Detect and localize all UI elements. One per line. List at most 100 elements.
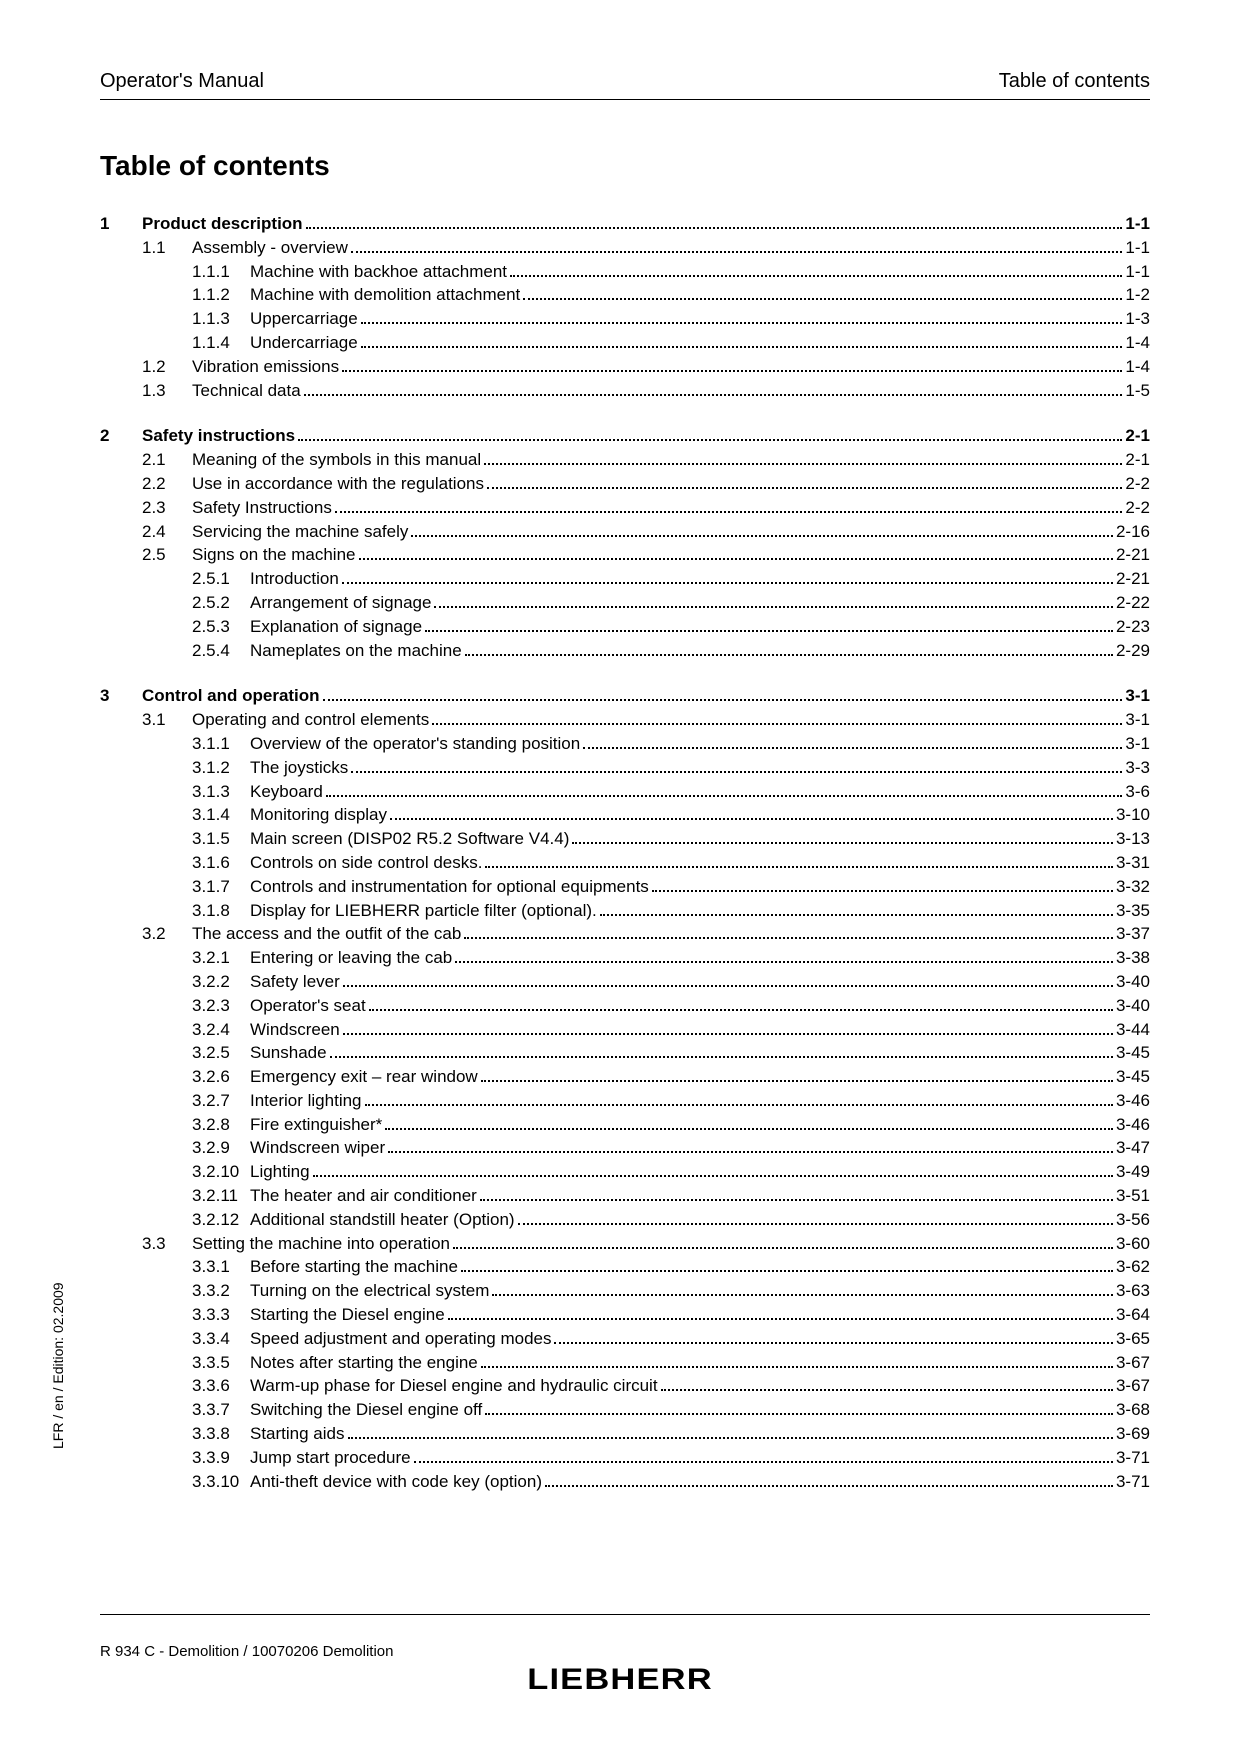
toc-section-page: 2-16: [1116, 520, 1150, 544]
leader-dots: [455, 961, 1113, 963]
toc-subsection-page: 1-3: [1125, 307, 1150, 331]
leader-dots: [492, 1294, 1113, 1296]
leader-dots: [523, 298, 1122, 300]
toc-subsection-page: 3-35: [1116, 899, 1150, 923]
toc-subsection: 3.2.3Operator's seat 3-40: [192, 994, 1150, 1018]
toc-section: 2.4Servicing the machine safely 2-16: [142, 520, 1150, 544]
toc-subsection: 3.1.6Controls on side control desks. 3-3…: [192, 851, 1150, 875]
toc-subsection-title: Operator's seat: [250, 994, 366, 1018]
toc-subsection-title: Machine with demolition attachment: [250, 283, 520, 307]
toc-subsection-title: Arrangement of signage: [250, 591, 431, 615]
brand-logo: LIEBHERR: [539, 1663, 700, 1697]
toc-subsection-page: 3-46: [1116, 1113, 1150, 1137]
toc-section-number: 2.5: [142, 543, 192, 567]
toc-section-page: 1-4: [1125, 355, 1150, 379]
toc-subsection: 3.3.10Anti-theft device with code key (o…: [192, 1470, 1150, 1494]
toc-subsection-page: 3-45: [1116, 1065, 1150, 1089]
toc-section-number: 3.1: [142, 708, 192, 732]
toc-subsection-title: Windscreen wiper: [250, 1136, 385, 1160]
toc-subsection: 1.1.2Machine with demolition attachment …: [192, 283, 1150, 307]
toc-subsection-number: 2.5.3: [192, 615, 250, 639]
leader-dots: [343, 1033, 1113, 1035]
toc-section-number: 1.1: [142, 236, 192, 260]
toc-subsection-page: 3-71: [1116, 1446, 1150, 1470]
toc-subsection-number: 1.1.4: [192, 331, 250, 355]
footer-rule: [100, 1614, 1150, 1615]
toc-section: 3.2The access and the outfit of the cab …: [142, 922, 1150, 946]
leader-dots: [652, 890, 1113, 892]
toc-subsection-title: Anti-theft device with code key (option): [250, 1470, 542, 1494]
toc-subsection-number: 3.1.6: [192, 851, 250, 875]
toc-subsection-title: Uppercarriage: [250, 307, 358, 331]
toc-subsection-title: Windscreen: [250, 1018, 340, 1042]
toc-subsection-page: 3-38: [1116, 946, 1150, 970]
leader-dots: [330, 1056, 1113, 1058]
toc-subsection-number: 3.2.10: [192, 1160, 250, 1184]
toc-subsection-title: Explanation of signage: [250, 615, 422, 639]
toc-subsection-number: 3.1.3: [192, 780, 250, 804]
toc-subsection: 3.3.9Jump start procedure 3-71: [192, 1446, 1150, 1470]
leader-dots: [661, 1389, 1113, 1391]
leader-dots: [411, 535, 1113, 537]
toc-chapter-title: Safety instructions: [142, 424, 295, 448]
toc-subsection-number: 3.3.8: [192, 1422, 250, 1446]
leader-dots: [480, 1199, 1113, 1201]
leader-dots: [545, 1485, 1113, 1487]
leader-dots: [485, 866, 1113, 868]
toc-subsection-title: Turning on the electrical system: [250, 1279, 489, 1303]
toc-subsection-page: 3-13: [1116, 827, 1150, 851]
toc-section-page: 1-1: [1125, 236, 1150, 260]
toc-subsection-page: 3-51: [1116, 1184, 1150, 1208]
toc-chapter-page: 2-1: [1125, 424, 1150, 448]
toc-subsection-title: Nameplates on the machine: [250, 639, 462, 663]
toc-section-title: Servicing the machine safely: [192, 520, 408, 544]
leader-dots: [361, 346, 1123, 348]
toc-subsection-number: 3.2.8: [192, 1113, 250, 1137]
leader-dots: [385, 1128, 1113, 1130]
leader-dots: [326, 795, 1123, 797]
toc-subsection-number: 3.2.1: [192, 946, 250, 970]
toc-subsection: 3.1.7Controls and instrumentation for op…: [192, 875, 1150, 899]
toc-subsection-page: 3-1: [1125, 732, 1150, 756]
toc-subsection-number: 2.5.1: [192, 567, 250, 591]
leader-dots: [600, 914, 1113, 916]
toc-section-number: 2.1: [142, 448, 192, 472]
toc-subsection-title: Starting the Diesel engine: [250, 1303, 445, 1327]
toc-subsection-page: 3-68: [1116, 1398, 1150, 1422]
toc-subsection: 2.5.2Arrangement of signage 2-22: [192, 591, 1150, 615]
leader-dots: [572, 842, 1113, 844]
toc-subsection-page: 3-46: [1116, 1089, 1150, 1113]
toc-section-title: Meaning of the symbols in this manual: [192, 448, 481, 472]
toc-subsection: 3.2.11The heater and air conditioner 3-5…: [192, 1184, 1150, 1208]
leader-dots: [583, 747, 1122, 749]
leader-dots: [306, 227, 1123, 229]
toc-subsection-page: 3-69: [1116, 1422, 1150, 1446]
toc-subsection-page: 3-45: [1116, 1041, 1150, 1065]
leader-dots: [434, 606, 1113, 608]
leader-dots: [343, 985, 1113, 987]
toc-subsection-title: Speed adjustment and operating modes: [250, 1327, 551, 1351]
toc-section-title: Assembly - overview: [192, 236, 348, 260]
toc-subsection-page: 2-29: [1116, 639, 1150, 663]
toc-subsection-title: Warm-up phase for Diesel engine and hydr…: [250, 1374, 658, 1398]
leader-dots: [554, 1342, 1112, 1344]
toc-subsection-page: 3-62: [1116, 1255, 1150, 1279]
toc-subsection: 3.3.4Speed adjustment and operating mode…: [192, 1327, 1150, 1351]
leader-dots: [342, 370, 1122, 372]
toc-subsection-number: 3.3.7: [192, 1398, 250, 1422]
toc-subsection-page: 1-1: [1125, 260, 1150, 284]
toc-subsection: 2.5.3Explanation of signage 2-23: [192, 615, 1150, 639]
toc-subsection-number: 3.2.2: [192, 970, 250, 994]
toc-subsection-page: 3-64: [1116, 1303, 1150, 1327]
leader-dots: [414, 1461, 1113, 1463]
leader-dots: [351, 251, 1123, 253]
toc-section-page: 2-21: [1116, 543, 1150, 567]
toc-subsection-number: 2.5.4: [192, 639, 250, 663]
toc-subsection: 3.2.9Windscreen wiper 3-47: [192, 1136, 1150, 1160]
leader-dots: [304, 394, 1123, 396]
toc-subsection-page: 3-40: [1116, 970, 1150, 994]
toc-section-page: 2-2: [1125, 496, 1150, 520]
toc-section: 3.1Operating and control elements 3-1: [142, 708, 1150, 732]
leader-dots: [518, 1223, 1113, 1225]
leader-dots: [348, 1437, 1113, 1439]
